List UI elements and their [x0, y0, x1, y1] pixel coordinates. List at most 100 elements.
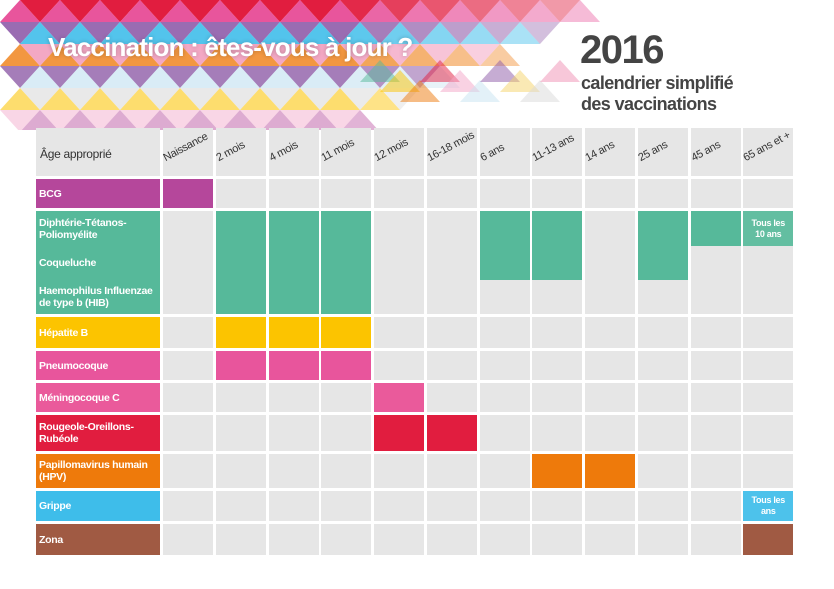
- decor-tile: [260, 66, 300, 88]
- decor-tile: [500, 0, 540, 22]
- empty-cell: [585, 415, 635, 451]
- dose-cell: [637, 246, 688, 280]
- empty-cell: [374, 491, 424, 521]
- decor-tile: [200, 44, 240, 66]
- decor-tile: [420, 0, 460, 22]
- decor-tile: [40, 110, 80, 130]
- decor-tile: [120, 66, 160, 88]
- row-label-bg: [36, 351, 160, 380]
- year: 2016: [580, 28, 664, 72]
- decor-tile: [440, 0, 480, 22]
- decor-tile: [240, 22, 280, 44]
- empty-cell: [163, 454, 213, 488]
- dose-cell: [215, 351, 266, 380]
- decor-tile: [220, 88, 260, 110]
- decor-tile: [240, 66, 280, 88]
- decor-tile: [320, 110, 360, 130]
- row-label-bg: [36, 415, 160, 451]
- decor-tile: [160, 110, 200, 130]
- empty-cell: [479, 383, 530, 412]
- decor-tile: [60, 88, 100, 110]
- decor-tile: [220, 66, 260, 88]
- row-label: Pneumocoque: [39, 359, 109, 372]
- empty-cell: [532, 491, 583, 521]
- dose-cell: [215, 211, 266, 246]
- decor-tile: [420, 60, 460, 82]
- empty-cell: [690, 383, 741, 412]
- column-header: [637, 128, 688, 176]
- empty-cell: [637, 317, 688, 348]
- decor-tile: [160, 88, 200, 110]
- empty-cell: [426, 211, 477, 246]
- decor-tile: [120, 0, 160, 22]
- decor-tile: [320, 22, 360, 44]
- decor-tile: [100, 66, 140, 88]
- decor-tile: [380, 70, 420, 92]
- empty-cell: [374, 246, 424, 280]
- row-label: Diphtérie-Tétanos-Poliomyélite: [39, 216, 127, 241]
- empty-cell: [215, 383, 266, 412]
- empty-cell: [374, 454, 424, 488]
- empty-cell: [637, 454, 688, 488]
- decor-tile: [0, 22, 40, 44]
- empty-cell: [374, 211, 424, 246]
- decor-tile: [300, 22, 340, 44]
- subtitle-line: des vaccinations: [581, 94, 717, 114]
- decor-tile: [360, 22, 400, 44]
- empty-cell: [426, 246, 477, 280]
- empty-cell: [532, 351, 583, 380]
- decor-tile: [60, 22, 100, 44]
- empty-cell: [163, 246, 213, 280]
- empty-cell: [321, 415, 372, 451]
- decor-tile: [180, 22, 220, 44]
- row-label: Papillomavirus humain (HPV): [39, 459, 148, 483]
- decor-tile: [240, 44, 280, 66]
- decor-tile: [560, 0, 600, 22]
- decor-tile: [280, 88, 320, 110]
- dose-cell: [321, 246, 372, 280]
- row-label: Zona: [39, 533, 63, 546]
- empty-cell: [268, 415, 319, 451]
- empty-cell: [479, 317, 530, 348]
- empty-cell: [163, 415, 213, 451]
- decor-tile: [261, 110, 299, 130]
- dose-cell: [163, 179, 213, 208]
- dose-cell: [268, 280, 319, 314]
- empty-cell: [743, 454, 794, 488]
- empty-cell: [637, 415, 688, 451]
- subtitle-line: calendrier simplifié: [581, 73, 734, 93]
- row-label-bg: [36, 491, 160, 521]
- empty-cell: [426, 383, 477, 412]
- row-label-bg: [36, 317, 160, 348]
- decor-tile: [60, 66, 100, 88]
- empty-cell: [690, 454, 741, 488]
- decor-tile: [120, 44, 160, 66]
- empty-cell: [637, 179, 688, 208]
- empty-cell: [321, 454, 372, 488]
- empty-cell: [690, 179, 741, 208]
- row-label-bg: [36, 211, 160, 314]
- decor-tile: [520, 22, 560, 44]
- empty-cell: [637, 383, 688, 412]
- decor-tile: [180, 44, 220, 66]
- empty-cell: [374, 317, 424, 348]
- decor-tile: [20, 44, 60, 66]
- decor-tile: [40, 44, 80, 66]
- empty-cell: [532, 179, 583, 208]
- dose-cell: [532, 211, 583, 246]
- decor-tile: [340, 44, 380, 66]
- empty-cell: [585, 280, 635, 314]
- decor-tile: [540, 0, 580, 22]
- decor-tile: [141, 110, 179, 130]
- row-label-bg: [36, 524, 160, 555]
- decor-tile: [341, 110, 379, 130]
- dose-cell: [426, 415, 477, 451]
- row-label: Haemophilus Influenzae de type b (HIB): [39, 285, 153, 309]
- empty-cell: [532, 524, 583, 555]
- dose-cell: [585, 454, 635, 488]
- empty-cell: [215, 524, 266, 555]
- decor-tile: [180, 66, 220, 88]
- decor-tile: [100, 88, 140, 110]
- empty-cell: [585, 491, 635, 521]
- dose-cell: [743, 524, 794, 555]
